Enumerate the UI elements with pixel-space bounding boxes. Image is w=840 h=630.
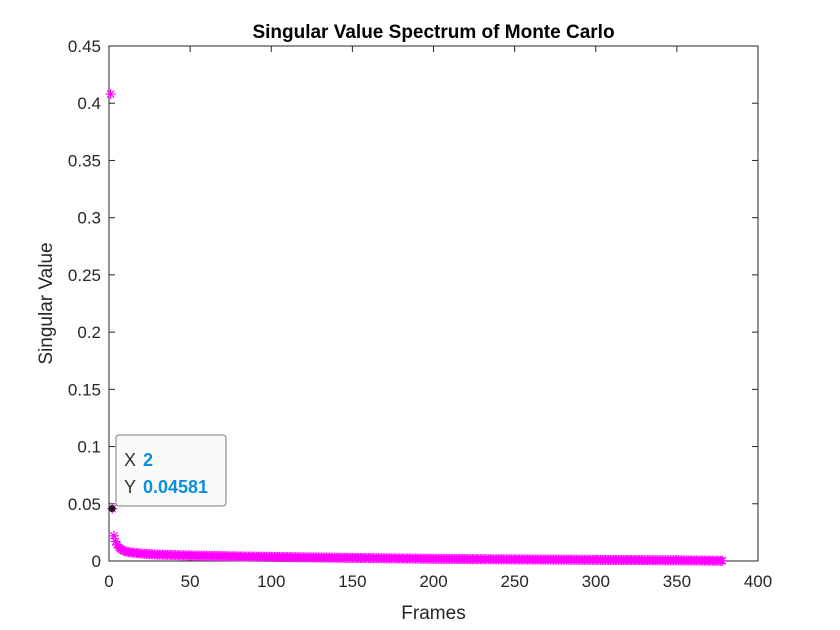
x-axis-title: Frames <box>401 603 465 624</box>
x-tick-label: 400 <box>744 572 772 591</box>
datatip-x-key: X <box>124 450 136 470</box>
x-tick-label: 350 <box>663 572 691 591</box>
y-tick-label: 0.45 <box>68 37 101 56</box>
plot-area[interactable]: 0 50 100 150 200 250 300 350 400 0 0.05 0.1 0.15 0.2 0… <box>36 22 772 624</box>
chart-title: Singular Value Spectrum of Monte Carlo <box>252 22 614 43</box>
x-tick-label: 300 <box>582 572 610 591</box>
y-tick-label: 0 <box>92 552 101 571</box>
y-tick-label: 0.05 <box>68 495 101 514</box>
y-tick-label: 0.35 <box>68 151 101 170</box>
x-tick-label: 0 <box>104 572 113 591</box>
datatip-x-value: 2 <box>143 450 153 470</box>
y-tick-label: 0.15 <box>68 380 101 399</box>
datatip-marker[interactable] <box>108 505 116 513</box>
datatip-box[interactable] <box>115 434 227 507</box>
y-tick-label: 0.4 <box>77 94 101 113</box>
datatip-y-key: Y <box>124 477 136 497</box>
x-tick-label: 100 <box>257 572 285 591</box>
x-tick-label: 250 <box>500 572 528 591</box>
x-tick-label: 150 <box>338 572 366 591</box>
data-point[interactable] <box>715 555 726 566</box>
y-axis-title: Singular Value <box>36 242 57 364</box>
datatip-y-value: 0.04581 <box>143 477 208 497</box>
y-tick-label: 0.1 <box>77 438 101 457</box>
y-tick-label: 0.25 <box>68 266 101 285</box>
y-tick-label: 0.3 <box>77 209 101 228</box>
x-tick-label: 200 <box>419 572 447 591</box>
x-tick-label: 50 <box>181 572 200 591</box>
y-tick-label: 0.2 <box>77 323 101 342</box>
data-point[interactable] <box>105 89 116 100</box>
